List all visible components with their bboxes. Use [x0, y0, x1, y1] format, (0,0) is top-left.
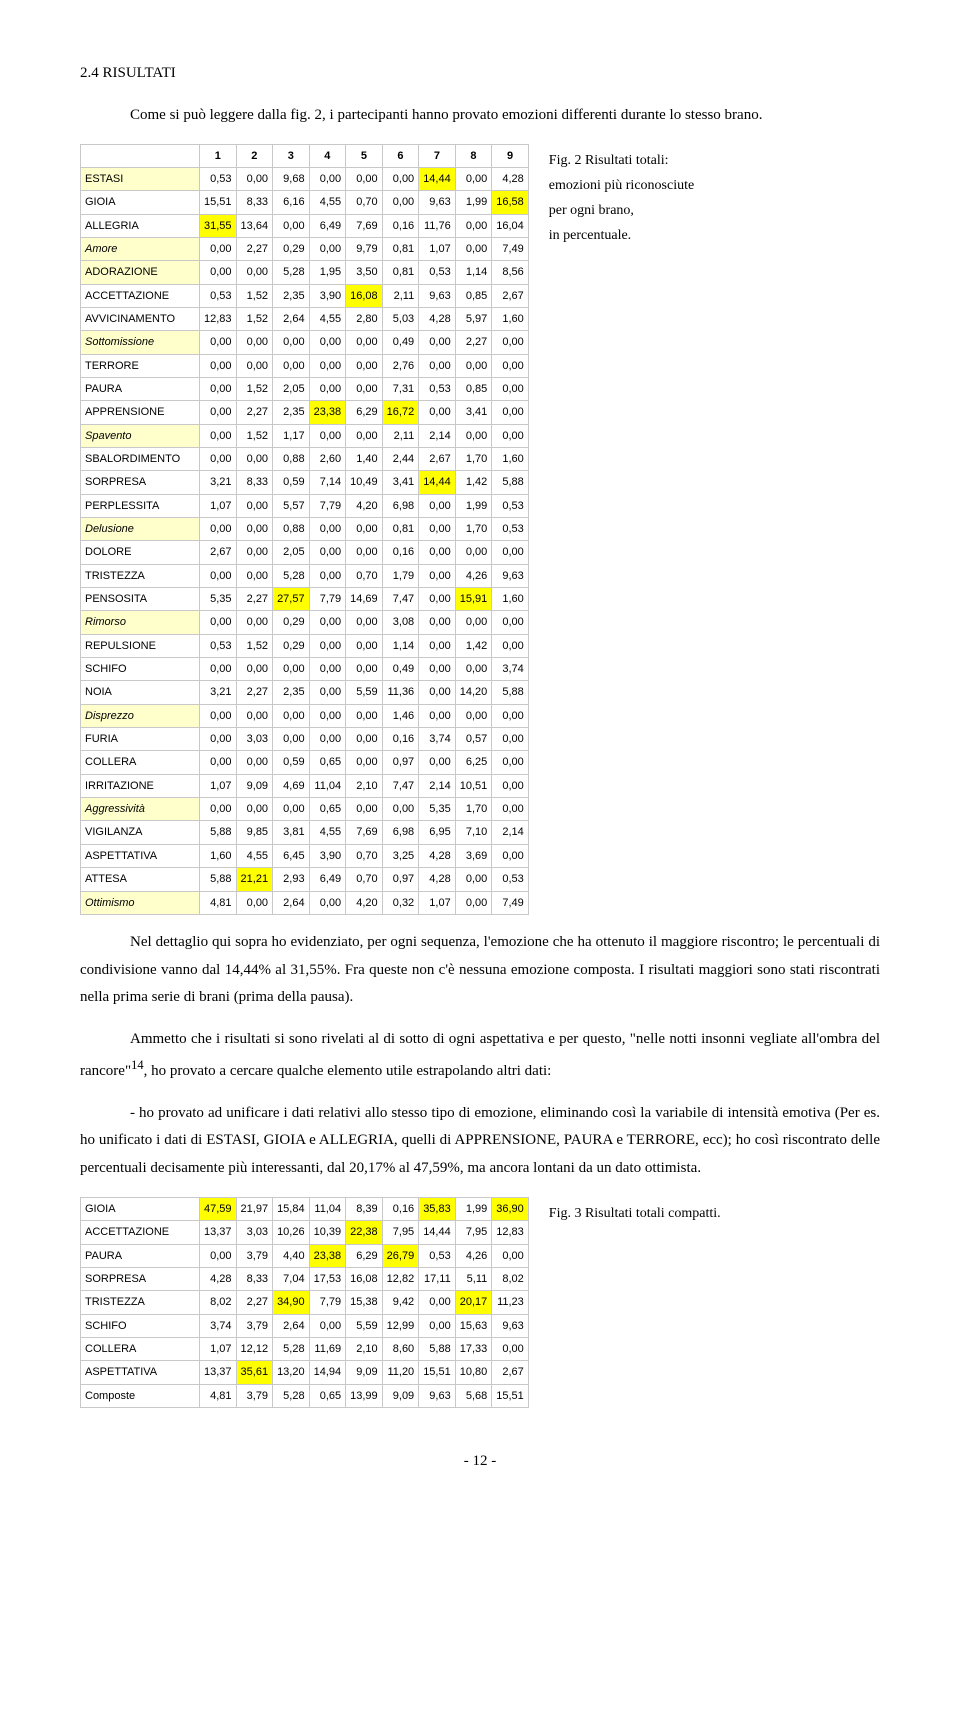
paragraph-3: Ammetto che i risultati si sono rivelati… [80, 1026, 880, 1086]
fig2-block: 123456789ESTASI0,530,009,680,000,000,001… [80, 144, 880, 915]
footnote-ref: 14 [131, 1058, 144, 1072]
fig2-caption-line: emozioni più riconosciute [549, 173, 694, 198]
fig3-block: GIOIA47,5921,9715,8411,048,390,1635,831,… [80, 1197, 880, 1408]
intro-paragraph: Come si può leggere dalla fig. 2, i part… [80, 102, 880, 130]
para3-text-b: , ho provato a cercare qualche elemento … [144, 1063, 552, 1079]
fig3-caption: Fig. 3 Risultati totali compatti. [549, 1197, 721, 1226]
results-table-2: GIOIA47,5921,9715,8411,048,390,1635,831,… [80, 1197, 529, 1408]
paragraph-2: Nel dettaglio qui sopra ho evidenziato, … [80, 929, 880, 1012]
fig2-caption: Fig. 2 Risultati totali: emozioni più ri… [549, 144, 694, 249]
fig2-caption-line: Fig. 2 Risultati totali: [549, 148, 694, 173]
fig2-caption-line: per ogni brano, [549, 198, 694, 223]
page-number: - 12 - [80, 1448, 880, 1476]
results-table-1: 123456789ESTASI0,530,009,680,000,000,001… [80, 144, 529, 915]
bullet-1: - ho provato ad unificare i dati relativ… [80, 1100, 880, 1183]
section-heading: 2.4 RISULTATI [80, 60, 880, 88]
fig2-caption-line: in percentuale. [549, 223, 694, 248]
